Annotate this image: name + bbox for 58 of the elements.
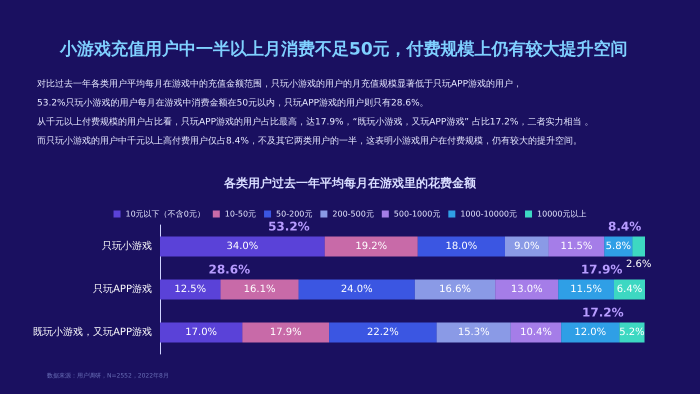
data-label: 15.3% [458, 327, 490, 338]
y-tick-label: 只玩小游戏 [102, 240, 152, 252]
bar [495, 280, 558, 300]
legend-label: 10-50元 [224, 210, 256, 218]
data-label: 13.0% [510, 284, 543, 295]
legend-label: 200-500元 [332, 210, 374, 218]
text: 对比过去一年各类用户平均每月在游戏中的充值金额范围，只玩小游戏的用户的月充值规模显著低于只玩APP游戏的用户， [37, 78, 522, 90]
data-label: 18.0% [445, 241, 478, 252]
legend-label: 1000-10000元 [460, 210, 518, 218]
annotation: 17.9% [580, 262, 622, 276]
bar [436, 322, 511, 342]
data-label: 11.5% [570, 284, 602, 295]
data-label: 2.6% [626, 259, 652, 270]
bar [418, 236, 505, 256]
legend-label: 500-1000元 [394, 210, 440, 218]
data-label: 12.0% [574, 327, 606, 338]
bar [324, 236, 418, 256]
legend-label: 10元以下（不含0元） [126, 210, 205, 218]
bar [329, 322, 437, 342]
data-label: 11.5% [560, 241, 592, 252]
bar [548, 236, 604, 256]
data-label: 16.6% [439, 284, 471, 295]
bar [160, 322, 242, 342]
data-label: 17.9% [270, 327, 302, 338]
legend-label: 50-200元 [276, 210, 312, 218]
annotation: 17.2% [582, 306, 624, 320]
annotation: 53.2% [268, 220, 310, 234]
data-label: 9.0% [514, 241, 540, 252]
text: 而只玩小游戏的用户中千元以上高付费用户仅占8.4%，不及其它两类用户的一半，这表明小游戏用户在付费规模，仍有较大的提升空间。 [37, 136, 582, 146]
data-label: 6.4% [616, 284, 642, 295]
bar [558, 280, 614, 300]
data-label: 22.2% [366, 327, 399, 338]
bar [160, 280, 221, 300]
bar [298, 280, 415, 300]
bar [160, 236, 325, 256]
bar [632, 236, 645, 256]
data-label: 34.0% [226, 241, 258, 252]
annotation: 28.6% [208, 262, 250, 276]
bar [561, 322, 620, 342]
chart-title: 小游戏充值用户中一半以上月消费不足50元，付费规模上仍有较大提升空间 [59, 40, 628, 60]
annotation: 8.4% [608, 220, 642, 234]
data-label: 12.5% [174, 284, 206, 295]
data-label: 17.0% [185, 327, 218, 338]
y-tick-label: 只玩APP游戏 [93, 283, 152, 295]
text: 53.2%只玩小游戏的用户每月在游戏中消费金额在50元以内，只玩APP游戏的用户则只有28.6%。 [37, 98, 429, 108]
y-tick-label: 既玩小游戏，又玩APP游戏 [33, 326, 152, 338]
bar [414, 280, 496, 300]
bar [220, 280, 299, 300]
legend-label: 10000元以上 [537, 210, 586, 218]
data-label: 5.2% [619, 327, 645, 338]
chart-subtitle: 各类用户过去一年平均每月在游戏里的花费金额 [223, 176, 477, 190]
bar [242, 322, 330, 342]
text: 从千元以上付费规模的用户占比看，只玩APP游戏的用户占比最高，达17.9%，“既玩小游戏，又玩APP游戏” 占比17.2%，二者实力相当 。 [37, 116, 594, 128]
data-label: 10.4% [520, 327, 552, 338]
data-label: 5.8% [606, 241, 632, 252]
data-label: 19.2% [355, 241, 388, 252]
data-label: 24.0% [340, 284, 373, 295]
data-label: 16.1% [244, 284, 276, 295]
